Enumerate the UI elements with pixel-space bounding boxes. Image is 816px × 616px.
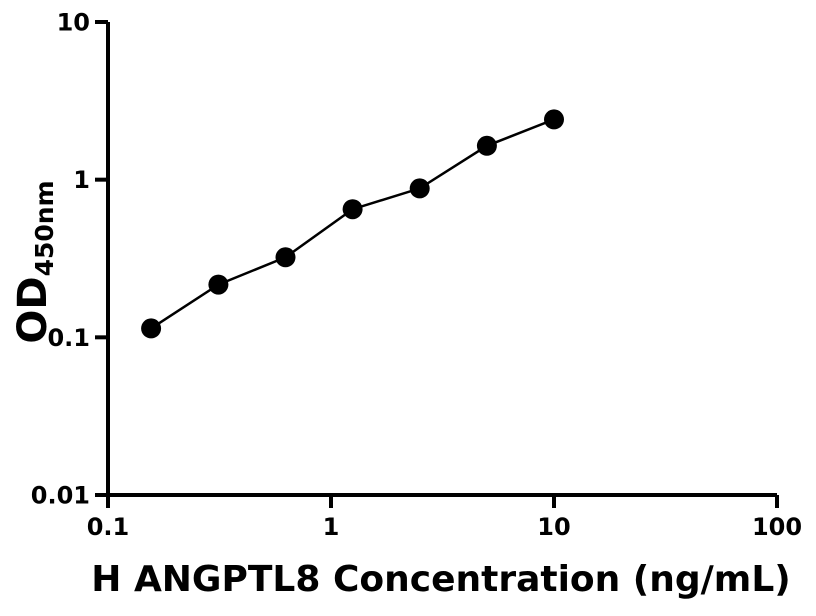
tick-labels: 0.01 0.1 1 10 0.1 1 10 100 [31, 9, 802, 542]
axis-spines [106, 22, 777, 497]
x-tick-label: 0.1 [87, 513, 130, 541]
data-point [544, 109, 564, 130]
axes [95, 20, 779, 508]
data-point [409, 178, 430, 199]
y-tick-label: 1 [73, 166, 90, 194]
y-tick-label: 10 [57, 9, 90, 37]
data-point [342, 199, 363, 220]
y-axis-title-subscript: 450nm [30, 180, 59, 276]
x-axis-title: H ANGPTL8 Concentration (ng/mL) [91, 559, 790, 600]
data-point [141, 318, 162, 339]
y-tick-label: 0.1 [47, 324, 90, 352]
data-point [208, 274, 229, 295]
plot-series [141, 109, 564, 339]
y-axis-title: OD450nm [10, 180, 59, 343]
x-tick-label: 100 [752, 513, 802, 541]
y-axis-title-main: OD [10, 276, 56, 343]
x-tick-label: 10 [537, 513, 570, 541]
x-tick-label: 1 [323, 513, 340, 541]
data-point [476, 135, 497, 156]
y-tick-label: 0.01 [31, 482, 90, 510]
data-point [275, 247, 296, 268]
